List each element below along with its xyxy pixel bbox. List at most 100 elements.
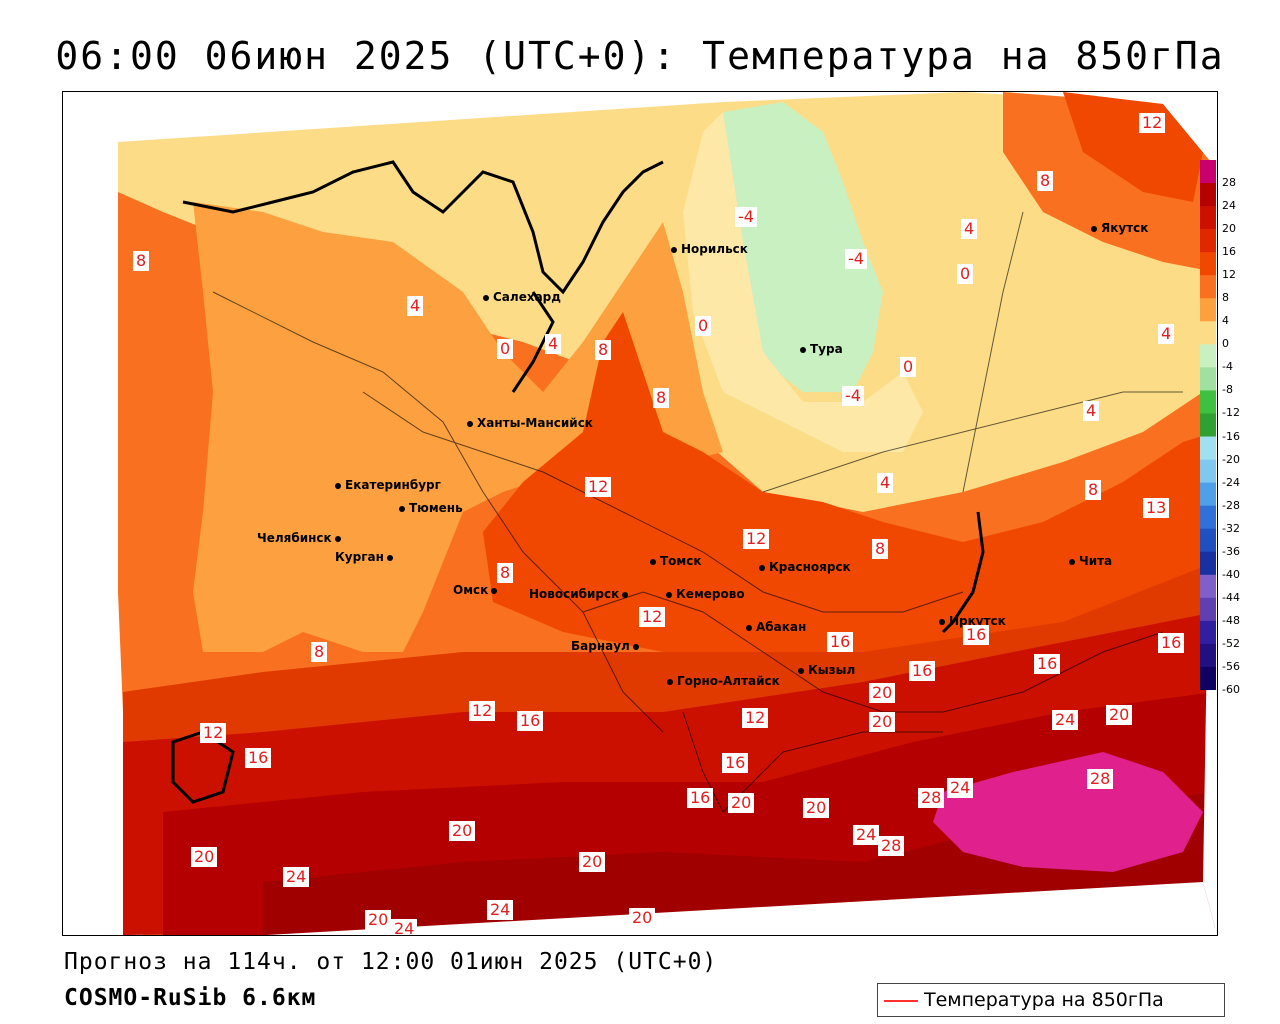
isoline-label: 20 — [579, 852, 606, 872]
isoline-label: 16 — [517, 711, 544, 731]
scale-cell — [1200, 390, 1216, 414]
city-tyumen: Тюмень — [399, 501, 463, 515]
scale-label: -44 — [1222, 590, 1240, 604]
scale-cell — [1200, 528, 1216, 553]
city-dot-icon — [335, 482, 341, 489]
scale-cell — [1200, 183, 1216, 207]
scale-cell — [1200, 597, 1216, 622]
scale-label: -36 — [1222, 544, 1240, 558]
scale-cell — [1200, 413, 1216, 438]
isoline-label: -4 — [735, 207, 757, 227]
city-label: Екатеринбург — [345, 478, 441, 492]
scale-cell — [1200, 666, 1216, 690]
scale-label: 0 — [1222, 337, 1229, 351]
city-gorno-altaysk: Горно-Алтайск — [667, 674, 780, 688]
city-dot-icon — [467, 420, 473, 427]
city-label: Омск — [453, 583, 489, 597]
isoline-label: 20 — [1106, 705, 1133, 725]
isoline-label: 20 — [449, 821, 476, 841]
city-salekhard: Салехард — [483, 290, 561, 304]
city-ekaterinburg: Екатеринбург — [335, 478, 441, 492]
isoline-label: 16 — [909, 661, 936, 681]
scale-label: -60 — [1222, 683, 1240, 696]
city-label: Тура — [810, 342, 843, 356]
city-dot-icon — [1091, 225, 1097, 232]
isoline-label: 0 — [957, 264, 974, 284]
city-dot-icon — [746, 624, 752, 631]
scale-cell — [1200, 620, 1216, 645]
scale-cell — [1200, 482, 1216, 507]
city-dot-icon — [491, 587, 498, 594]
city-label: Челябинск — [257, 531, 332, 545]
scale-cell — [1200, 459, 1216, 484]
isoline-label: 16 — [963, 625, 990, 645]
isoline-label: 16 — [827, 632, 854, 652]
isoline-label: 12 — [743, 529, 770, 549]
city-label: Красноярск — [769, 560, 851, 574]
city-label: Тюмень — [409, 501, 463, 515]
city-krasnoyarsk: Красноярск — [759, 560, 851, 574]
city-label: Салехард — [493, 290, 561, 304]
isoline-label: 20 — [728, 793, 755, 813]
scale-label: 8 — [1222, 291, 1229, 305]
city-dot-icon — [671, 246, 677, 253]
city-label: Новосибирск — [529, 587, 620, 601]
isoline-label: 12 — [585, 477, 612, 497]
isoline-label: 28 — [878, 836, 905, 856]
scale-cell — [1200, 505, 1216, 530]
isoline-label: 8 — [872, 539, 889, 559]
scale-label: -24 — [1222, 475, 1240, 489]
scale-cell — [1200, 436, 1216, 461]
scale-cell — [1200, 160, 1216, 184]
outside-domain-ne — [1163, 92, 1217, 935]
scale-cell — [1200, 367, 1216, 391]
scale-cell — [1200, 229, 1216, 253]
city-dot-icon — [1069, 558, 1075, 565]
scale-label: -16 — [1222, 429, 1240, 443]
city-abakan: Абакан — [746, 620, 806, 634]
isoline-label: 8 — [653, 388, 670, 408]
city-dot-icon — [334, 535, 341, 542]
isoline-label: 12 — [200, 723, 227, 743]
scale-label: -12 — [1222, 406, 1240, 420]
isoline-label: 24 — [391, 919, 418, 935]
zone-plus4-west — [193, 202, 723, 652]
isoline-label: -4 — [845, 249, 867, 269]
isoline-label: 4 — [407, 296, 424, 316]
city-dot-icon — [666, 591, 672, 598]
temperature-map[interactable]: Салехард Норильск Якутск Тура Ханты-Манс… — [62, 91, 1218, 936]
city-chita: Чита — [1069, 554, 1112, 568]
outside-domain-s — [63, 882, 1217, 935]
zone-zero — [683, 112, 923, 452]
city-dot-icon — [798, 667, 804, 674]
city-label: Иркутск — [949, 614, 1006, 628]
scale-label: -32 — [1222, 521, 1240, 535]
legend-label: Температура на 850гПа — [924, 989, 1164, 1011]
forecast-info: Прогноз на 114ч. от 12:00 01июн 2025 (UT… — [64, 949, 718, 975]
isoline-label: 20 — [191, 847, 218, 867]
isoline-label: 8 — [497, 563, 514, 583]
city-novosibirsk: Новосибирск — [529, 587, 632, 601]
city-dot-icon — [800, 346, 806, 353]
scale-cell — [1200, 252, 1216, 276]
isoline-label: 28 — [918, 788, 945, 808]
city-tomsk: Томск — [650, 554, 702, 568]
isoline-label: 20 — [869, 683, 896, 703]
city-kyzyl: Кызыл — [798, 663, 855, 677]
city-label: Кемерово — [676, 587, 745, 601]
isoline-label: 8 — [1085, 480, 1102, 500]
chart-title: 06:00 06июн 2025 (UTC+0): Температура на… — [55, 34, 1225, 78]
isoline-label: 16 — [245, 748, 272, 768]
isoline-label: 13 — [1143, 498, 1170, 518]
city-label: Кызыл — [808, 663, 856, 677]
city-khanty-mansiysk: Ханты-Мансийск — [467, 416, 593, 430]
isoline-label: 28 — [1087, 769, 1114, 789]
model-name: COSMO-RuSib 6.6км — [64, 985, 317, 1011]
scale-label: -56 — [1222, 659, 1240, 673]
isoline-label: 20 — [803, 798, 830, 818]
city-label: Якутск — [1101, 221, 1149, 235]
legend-box: Температура на 850гПа — [877, 983, 1225, 1017]
isoline-label: 12 — [639, 607, 666, 627]
isoline-label: 4 — [1158, 324, 1175, 344]
isoline-label: 4 — [961, 219, 978, 239]
